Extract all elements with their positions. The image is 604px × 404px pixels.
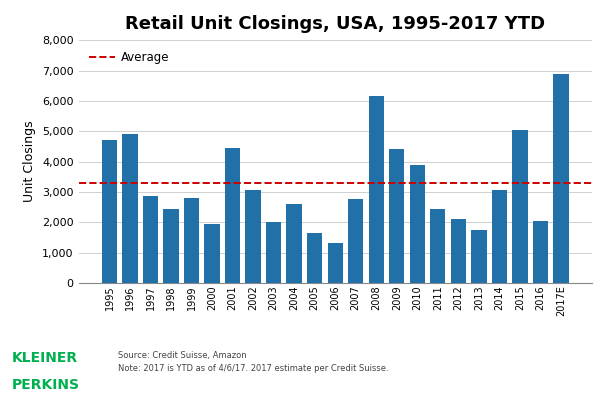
- Bar: [451, 219, 466, 283]
- Legend: Average: Average: [85, 46, 174, 69]
- Bar: [410, 165, 425, 283]
- Bar: [389, 149, 405, 283]
- Bar: [368, 97, 384, 283]
- Bar: [307, 233, 323, 283]
- Bar: [143, 196, 158, 283]
- Bar: [164, 208, 179, 283]
- Bar: [492, 190, 507, 283]
- Title: Retail Unit Closings, USA, 1995-2017 YTD: Retail Unit Closings, USA, 1995-2017 YTD: [125, 15, 545, 33]
- Bar: [266, 222, 281, 283]
- Text: KLEINER: KLEINER: [12, 351, 78, 366]
- Bar: [471, 230, 486, 283]
- Text: PERKINS: PERKINS: [12, 378, 80, 392]
- Y-axis label: Unit Closings: Unit Closings: [24, 121, 36, 202]
- Bar: [327, 243, 343, 283]
- Bar: [348, 200, 364, 283]
- Bar: [225, 148, 240, 283]
- Bar: [512, 130, 527, 283]
- Bar: [123, 134, 138, 283]
- Bar: [430, 208, 446, 283]
- Bar: [184, 198, 199, 283]
- Bar: [286, 204, 302, 283]
- Bar: [533, 221, 548, 283]
- Bar: [102, 140, 117, 283]
- Bar: [204, 224, 220, 283]
- Text: Source: Credit Suisse, Amazon
Note: 2017 is YTD as of 4/6/17. 2017 estimate per : Source: Credit Suisse, Amazon Note: 2017…: [118, 351, 388, 373]
- Bar: [553, 74, 568, 283]
- Bar: [245, 190, 261, 283]
